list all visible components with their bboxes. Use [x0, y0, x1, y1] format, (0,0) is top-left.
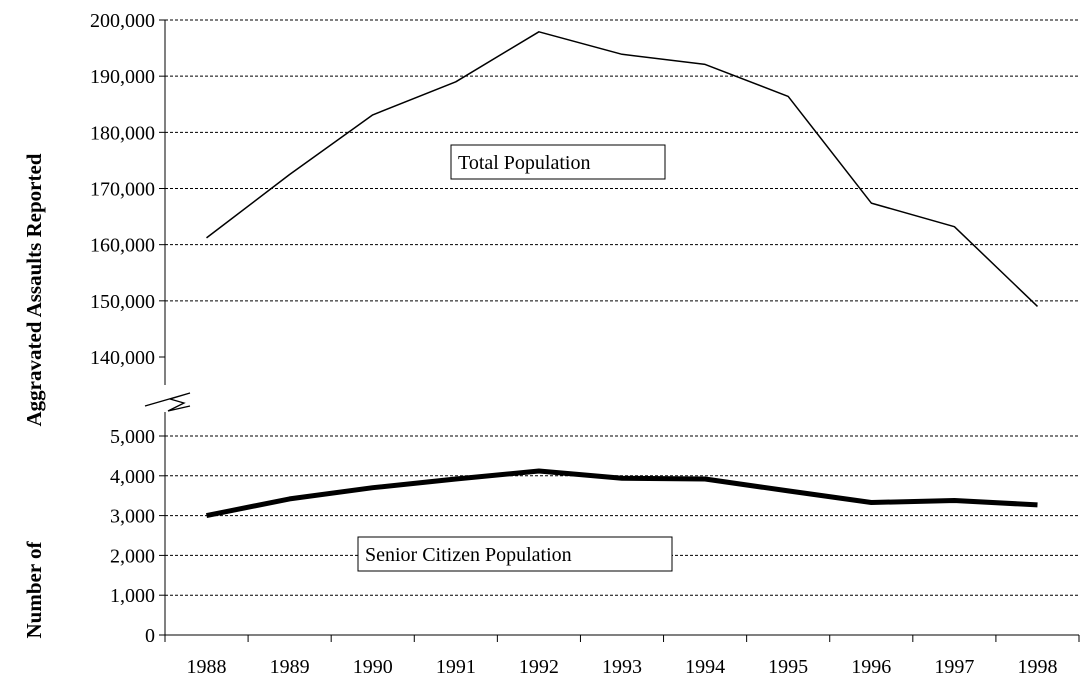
series-lines [206, 31, 1039, 519]
y-tick-label: 190,000 [90, 66, 155, 88]
axis-break-symbol [144, 392, 191, 412]
y-tick-label: 1,000 [110, 585, 155, 607]
y-axis-title-part1: Number of [22, 540, 46, 638]
annotation-senior-label: Senior Citizen Population [365, 544, 572, 566]
annotation-senior-box [357, 536, 673, 572]
y-tick-label: 140,000 [90, 347, 155, 369]
axes [144, 19, 1080, 642]
x-tick-label: 1995 [768, 656, 808, 678]
y-tick-label: 4,000 [110, 466, 155, 488]
y-axis-title: Number of Aggravated Assaults Reported [22, 153, 46, 638]
x-tick-label: 1989 [270, 656, 310, 678]
series-line-senior-population [206, 468, 1038, 519]
y-tick-label: 3,000 [110, 506, 155, 528]
x-tick-label: 1988 [187, 656, 227, 678]
annotation-senior-population: Senior Citizen Population [357, 536, 673, 572]
x-tick-label: 1991 [436, 656, 476, 678]
annotation-total-box [450, 144, 666, 180]
y-axis-title-part2: Aggravated Assaults Reported [22, 153, 46, 426]
gridlines [165, 19, 1079, 596]
x-tick-label: 1990 [353, 656, 393, 678]
y-tick-label: 150,000 [90, 291, 155, 313]
y-tick-label: 160,000 [90, 235, 155, 257]
y-tick-label: 200,000 [90, 10, 155, 32]
y-tick-label: 5,000 [110, 426, 155, 448]
x-tick-label: 1998 [1017, 656, 1057, 678]
y-tick-label: 180,000 [90, 122, 155, 144]
y-tick-label: 170,000 [90, 179, 155, 201]
x-tick-label: 1996 [851, 656, 891, 678]
y-tick-label: 2,000 [110, 545, 155, 567]
tick-labels: 140,000 150,000 160,000 170,000 180,000 190,0… [90, 10, 1057, 678]
x-tick-label: 1993 [602, 656, 642, 678]
annotation-total-label: Total Population [458, 152, 590, 174]
x-tick-label: 1994 [685, 656, 725, 678]
x-tick-label: 1997 [934, 656, 974, 678]
series-line-total-population [206, 31, 1039, 307]
y-tick-label: 0 [145, 625, 155, 647]
annotation-total-population: Total Population [450, 144, 666, 180]
x-tick-label: 1992 [519, 656, 559, 678]
